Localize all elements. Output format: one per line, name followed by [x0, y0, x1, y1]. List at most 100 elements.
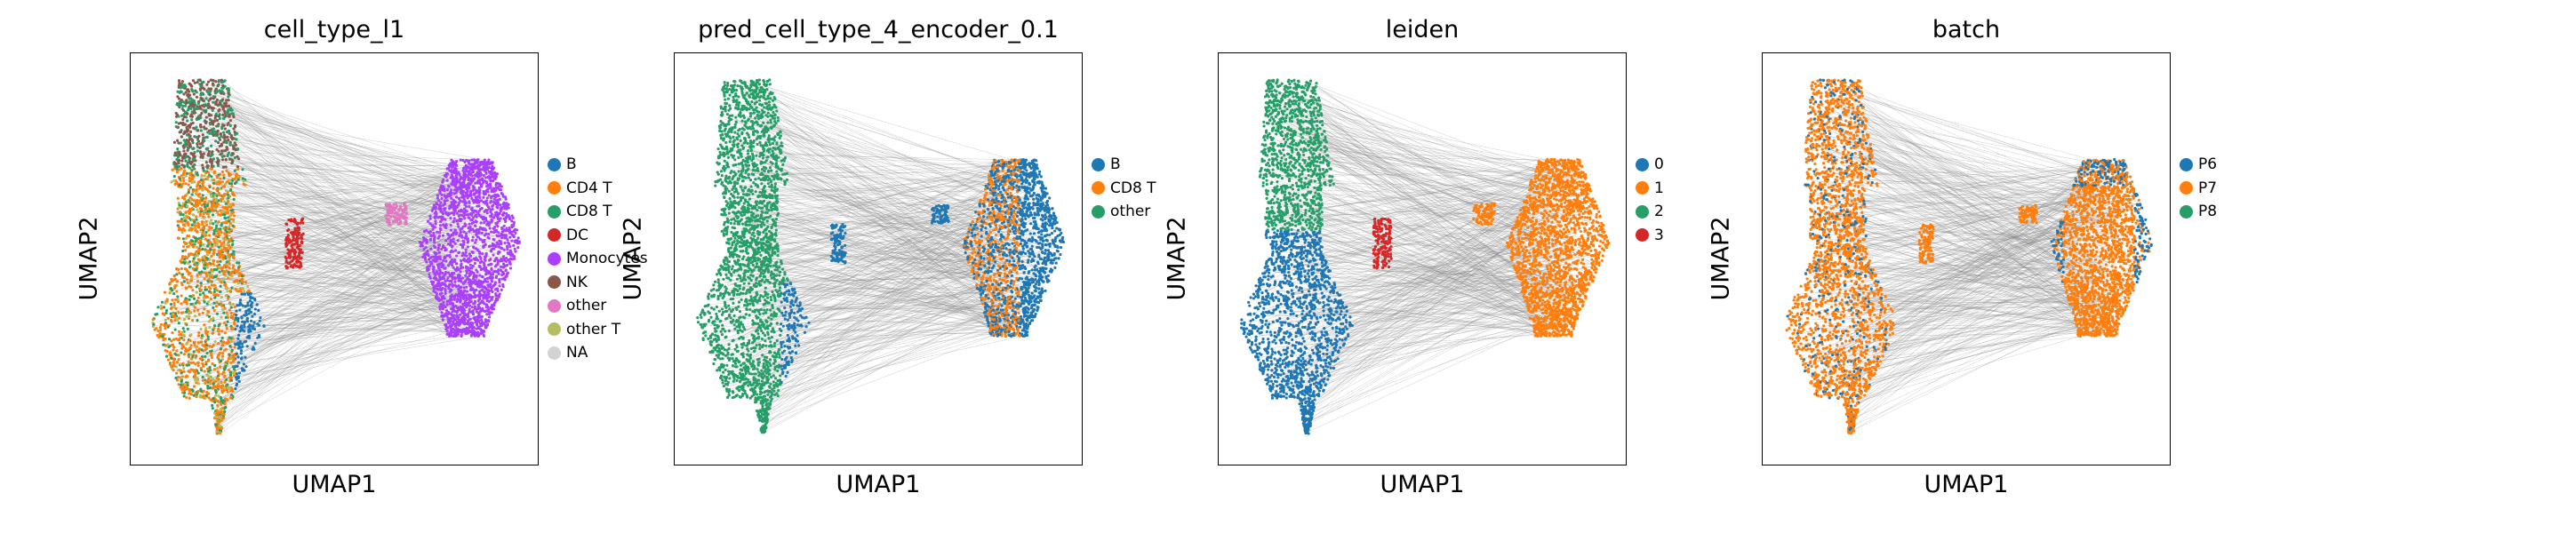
cell-point	[207, 320, 211, 323]
cell-point	[192, 227, 196, 230]
cell-point	[176, 295, 180, 298]
cell-point	[227, 138, 230, 142]
graph-edge	[207, 112, 484, 160]
cell-point	[173, 283, 177, 288]
cell-point	[445, 332, 449, 336]
cell-point	[205, 367, 210, 370]
cell-point	[483, 290, 486, 294]
cell-point	[200, 235, 204, 238]
cell-point	[187, 254, 190, 258]
cell-point	[207, 249, 211, 252]
cell-point	[436, 203, 439, 206]
cell-point	[461, 266, 465, 269]
cell-point	[182, 92, 186, 96]
cell-point	[442, 300, 445, 304]
cell-point	[436, 288, 440, 291]
graph-edge	[179, 158, 482, 181]
cell-point	[218, 290, 222, 293]
cell-point	[196, 378, 200, 382]
cell-point	[182, 280, 186, 283]
cell-point	[216, 203, 220, 206]
cell-point	[472, 289, 476, 292]
cell-point	[180, 257, 184, 260]
cell-point	[449, 188, 453, 192]
cell-point	[478, 195, 482, 200]
cell-point	[196, 389, 200, 393]
cell-point	[491, 290, 494, 293]
cell-point	[229, 311, 233, 315]
cell-point	[203, 136, 206, 139]
cell-point	[202, 364, 205, 368]
cell-point	[249, 310, 253, 314]
cell-point	[185, 155, 188, 158]
cell-point	[191, 176, 195, 179]
cell-point	[468, 195, 471, 198]
cell-point	[481, 294, 484, 298]
cell-point	[196, 296, 200, 299]
cell-point	[179, 130, 182, 134]
cell-point	[173, 151, 177, 155]
cell-point	[502, 272, 506, 276]
cell-point	[492, 304, 496, 307]
cell-point	[237, 272, 241, 275]
cell-point	[475, 274, 478, 278]
cell-point	[221, 417, 226, 420]
cell-point	[216, 129, 220, 132]
graph-edge	[225, 282, 478, 318]
cell-point	[184, 236, 188, 241]
cell-point	[441, 215, 444, 219]
cell-point	[450, 280, 453, 283]
cell-point	[198, 395, 202, 399]
cell-point	[152, 322, 156, 326]
cell-point	[182, 139, 186, 142]
cell-point	[206, 80, 211, 84]
cell-point	[201, 215, 205, 219]
cell-point	[209, 398, 212, 402]
cell-point	[459, 298, 462, 302]
cell-point	[224, 397, 228, 401]
cell-point	[216, 84, 220, 87]
graph-edge	[194, 131, 449, 301]
cell-point	[428, 275, 432, 279]
cell-point	[188, 266, 192, 269]
cell-point	[474, 214, 477, 218]
cell-point	[498, 251, 501, 254]
cell-point	[443, 314, 446, 317]
cell-point	[192, 152, 196, 156]
cell-point	[201, 144, 204, 147]
cell-point	[440, 265, 444, 269]
cell-point	[209, 287, 212, 290]
cell-point	[159, 322, 163, 327]
cell-point	[212, 192, 215, 195]
cell-point	[453, 283, 457, 287]
cell-point	[209, 97, 212, 100]
graph-edge	[179, 282, 463, 340]
cell-point	[188, 298, 191, 301]
cell-point	[461, 184, 465, 187]
cell-point	[456, 309, 460, 314]
graph-edge	[203, 335, 460, 367]
cell-point	[187, 370, 191, 373]
cell-point	[475, 238, 478, 242]
graph-edge	[223, 166, 467, 316]
cell-point	[444, 256, 447, 259]
cell-point	[502, 248, 506, 251]
cell-point	[422, 247, 426, 251]
cell-point	[453, 267, 457, 271]
cell-point	[177, 79, 181, 83]
cell-point	[236, 167, 240, 171]
cell-point	[479, 267, 483, 272]
cell-point	[476, 160, 479, 163]
cell-point	[212, 95, 215, 99]
cell-point	[208, 365, 212, 370]
cell-point	[481, 252, 484, 256]
cell-point	[204, 394, 208, 397]
cell-point	[232, 219, 236, 223]
cell-point	[502, 211, 506, 215]
cell-point	[212, 326, 216, 330]
cell-point	[196, 274, 199, 277]
graph-edge	[209, 205, 492, 372]
cell-point	[431, 207, 435, 211]
cell-point	[476, 306, 480, 310]
cell-point	[196, 361, 200, 365]
